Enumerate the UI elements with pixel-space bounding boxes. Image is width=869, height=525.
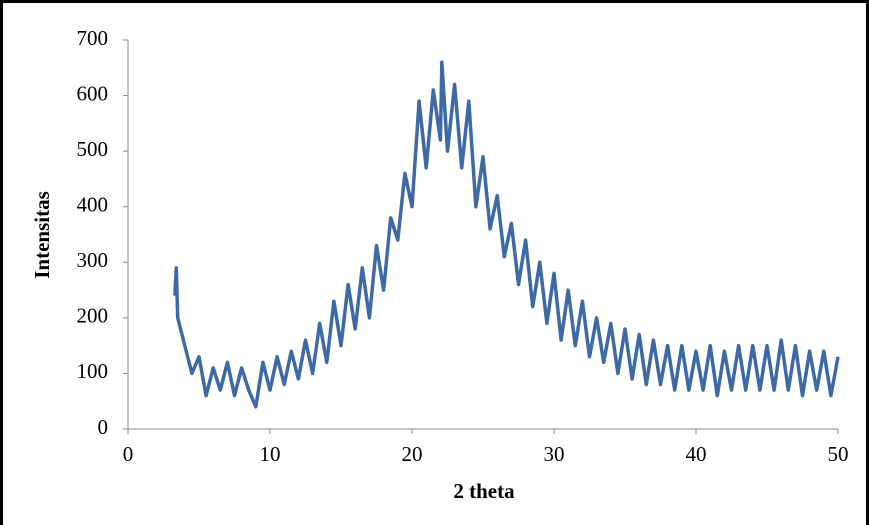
data-line: [173, 60, 840, 409]
y-tick-label: 200: [77, 304, 109, 328]
y-tick-label: 500: [77, 137, 109, 161]
x-tick-label: 10: [260, 442, 281, 466]
y-axis-label: Intensitas: [30, 191, 54, 279]
y-tick-label: 0: [98, 415, 109, 439]
y-tick-label: 700: [77, 26, 109, 50]
y-tick-label: 600: [77, 81, 109, 105]
x-tick-label: 20: [402, 442, 423, 466]
x-tick-label: 40: [686, 442, 707, 466]
x-tick-label: 30: [544, 442, 565, 466]
x-axis-label: 2 theta: [453, 479, 515, 503]
x-tick-label: 50: [828, 442, 849, 466]
y-tick-label: 300: [77, 248, 109, 272]
x-tick-label: 0: [123, 442, 134, 466]
y-tick-label: 100: [77, 359, 109, 383]
y-tick-label: 400: [77, 193, 109, 217]
